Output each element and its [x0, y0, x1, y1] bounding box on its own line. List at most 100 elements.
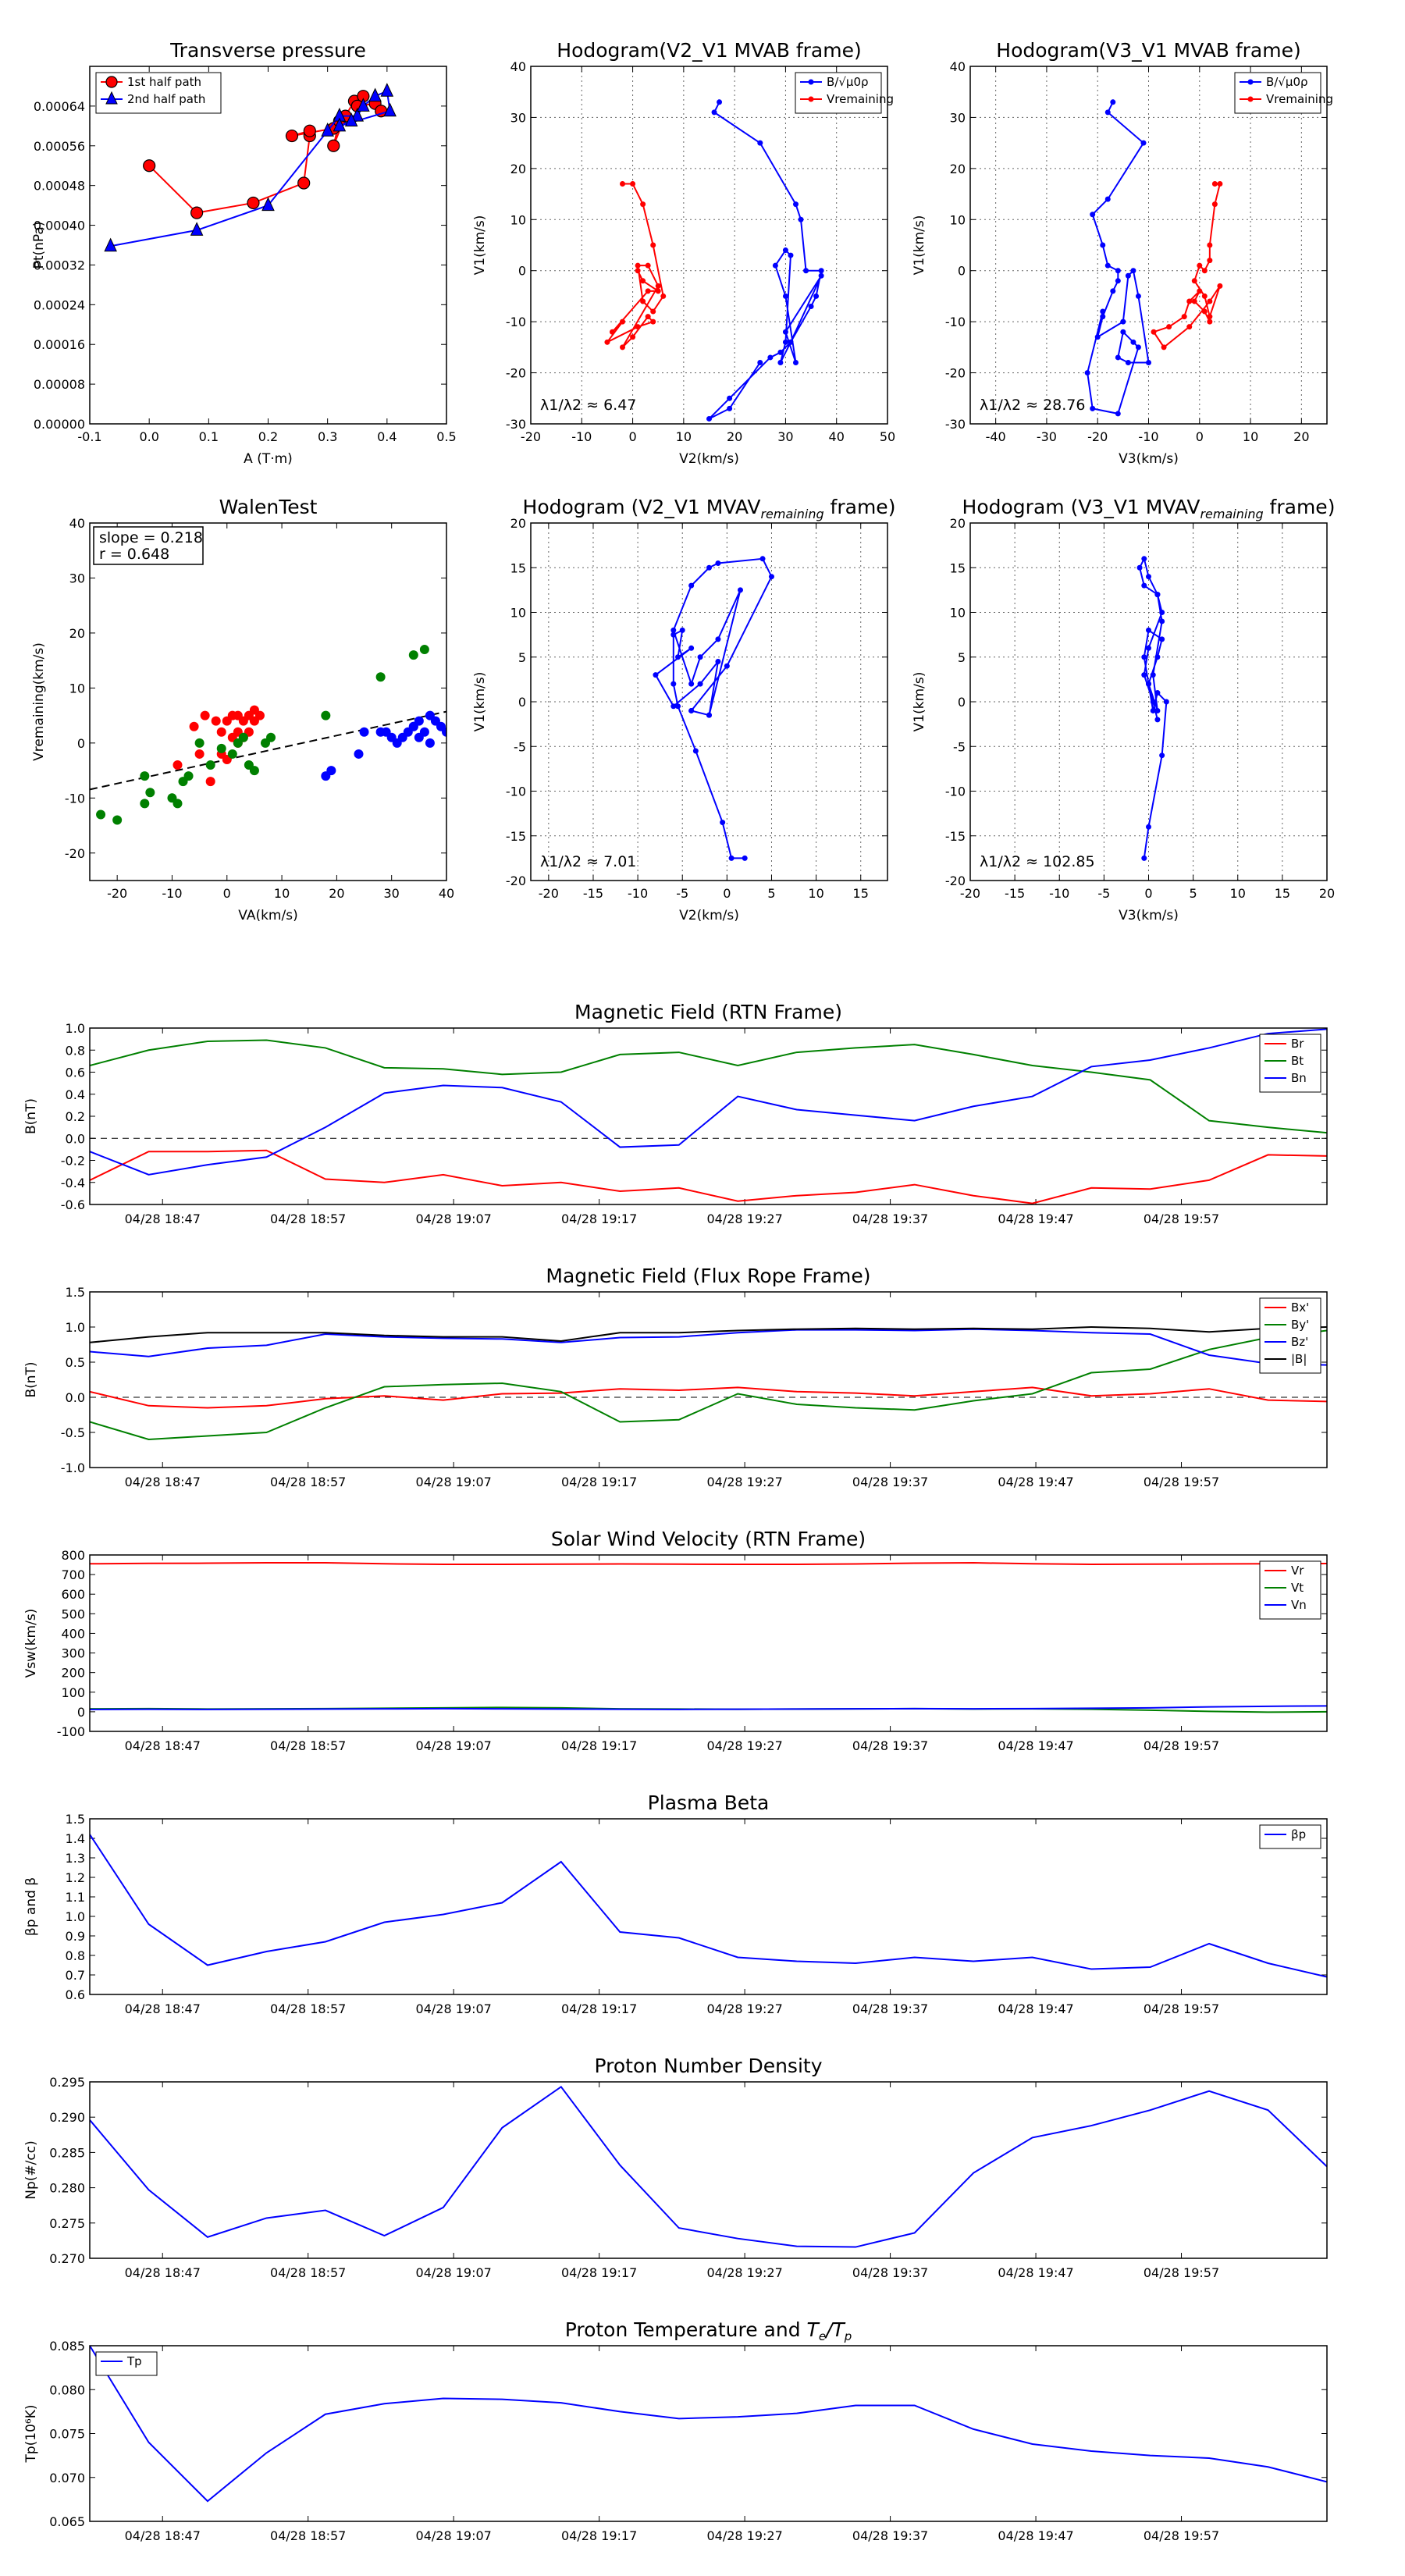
data-point: [1141, 582, 1147, 589]
data-point: [1159, 610, 1165, 615]
y-tick-label: 100: [61, 1685, 85, 1700]
x-tick-label: 0.2: [258, 429, 278, 444]
data-point: [1207, 258, 1213, 264]
x-tick-label: 0: [223, 886, 231, 901]
data-point: [803, 268, 809, 274]
y-tick-label: 0.00048: [34, 179, 85, 194]
x-tick-label: 04/28 19:37: [852, 1475, 928, 1489]
data-point: [1154, 707, 1161, 713]
chart-title: Hodogram (V3_V1 MVAVremaining frame): [962, 496, 1336, 521]
legend-box: [1234, 72, 1321, 114]
y-axis-label: V1(km/s): [472, 672, 488, 732]
y-tick-label: 200: [61, 1666, 85, 1681]
x-tick-label: 04/28 19:07: [416, 1212, 492, 1226]
data-point: [442, 727, 446, 737]
y-tick-label: 20: [950, 516, 966, 531]
data-point: [1136, 564, 1143, 571]
y-tick-label: 1.2: [66, 1870, 85, 1885]
data-point: [1120, 318, 1126, 325]
x-tick-label: 04/28 19:37: [852, 2265, 928, 2280]
y-tick-label: 1.5: [66, 1285, 85, 1300]
y-tick-label: 0.6: [66, 1066, 85, 1080]
x-tick-label: 0: [628, 429, 636, 444]
x-tick-label: 04/28 18:47: [125, 2528, 201, 2543]
x-axis-label: V3(km/s): [1119, 908, 1179, 923]
axes-frame: [530, 66, 888, 425]
data-point: [650, 242, 656, 248]
plot-area: [104, 83, 397, 252]
data-point: [1104, 109, 1111, 116]
plot-area: [90, 2346, 1327, 2503]
data-point: [321, 710, 331, 720]
data-point: [190, 206, 204, 219]
data-point: [1207, 318, 1213, 325]
series-line: [90, 1149, 1327, 1204]
data-point: [772, 262, 778, 269]
x-tick-label: 04/28 19:57: [1144, 1475, 1219, 1489]
y-tick-label: -10: [506, 785, 526, 799]
data-point: [1141, 672, 1147, 678]
chart-title-math-sub: p: [844, 2329, 852, 2343]
data-point: [297, 176, 311, 190]
x-tick-label: 04/28 19:37: [852, 2001, 928, 2016]
data-point: [1154, 654, 1161, 660]
panel-tp: Proton Temperature and Te/Tp0.0650.0700.…: [23, 2318, 1328, 2543]
data-point: [675, 703, 681, 710]
data-point: [1140, 140, 1147, 146]
data-point: [1159, 636, 1165, 642]
chart-title-math: /T: [824, 2318, 845, 2341]
x-tick-label: 04/28 19:27: [706, 2001, 782, 2016]
data-point: [1125, 272, 1131, 279]
y-tick-label: 0.8: [66, 1948, 85, 1963]
x-tick-label: -10: [1049, 886, 1069, 901]
data-point: [720, 820, 726, 826]
data-point: [715, 658, 721, 664]
y-tick-label: 1.5: [66, 1812, 85, 1827]
y-tick-label: 40: [510, 59, 526, 74]
data-point: [143, 159, 156, 173]
x-tick-label: 30: [384, 886, 400, 901]
series-line: [708, 101, 823, 420]
y-tick-label: 20: [510, 162, 526, 176]
chart-title-subscript: remaining: [760, 507, 823, 521]
axes-frame: [89, 1818, 1328, 1995]
series-line: [90, 1562, 1327, 1566]
panel-h4: Hodogram (V3_V1 MVAVremaining frame)-20-…: [912, 496, 1335, 923]
axes-frame: [969, 522, 1328, 881]
data-point: [211, 716, 221, 726]
y-tick-label: -5: [514, 739, 526, 754]
data-point: [1130, 268, 1136, 274]
series-line: [90, 1328, 1327, 1366]
panel-pt: Transverse pressure -0.1 0.0 0.1 0.2 0.3 0.4 0.…: [31, 39, 457, 467]
data-point: [1154, 592, 1161, 598]
data-point: [782, 329, 788, 335]
data-point: [190, 222, 204, 236]
data-point: [1150, 672, 1156, 678]
chart-title: Hodogram(V3_V1 MVAB frame): [996, 39, 1300, 62]
data-point: [408, 650, 418, 660]
x-tick-label: 15: [1275, 886, 1290, 901]
data-point: [254, 710, 265, 720]
legend-label: Vr: [1291, 1564, 1304, 1578]
x-tick-label: -5: [1097, 886, 1110, 901]
data-point: [266, 732, 276, 742]
data-point: [216, 743, 226, 753]
y-tick-label: 0.00000: [34, 417, 85, 432]
data-point: [1207, 242, 1213, 248]
data-point: [759, 556, 766, 562]
y-tick-label: 0.9: [66, 1929, 85, 1944]
data-point: [140, 799, 150, 809]
legend-label: Bt: [1291, 1054, 1304, 1068]
data-point: [216, 727, 226, 737]
x-tick-label: -10: [162, 886, 182, 901]
x-axis-label: V2(km/s): [679, 451, 739, 467]
data-point: [1110, 288, 1116, 294]
x-tick-label: 0: [1144, 886, 1152, 901]
x-tick-label: -0.1: [77, 429, 101, 444]
x-tick-label: 04/28 18:57: [270, 1738, 346, 1753]
axes-frame: [530, 522, 888, 881]
data-point: [782, 339, 788, 345]
data-point: [1146, 645, 1151, 651]
legend: Br Bt Bn: [1259, 1034, 1321, 1093]
data-point: [645, 288, 651, 294]
